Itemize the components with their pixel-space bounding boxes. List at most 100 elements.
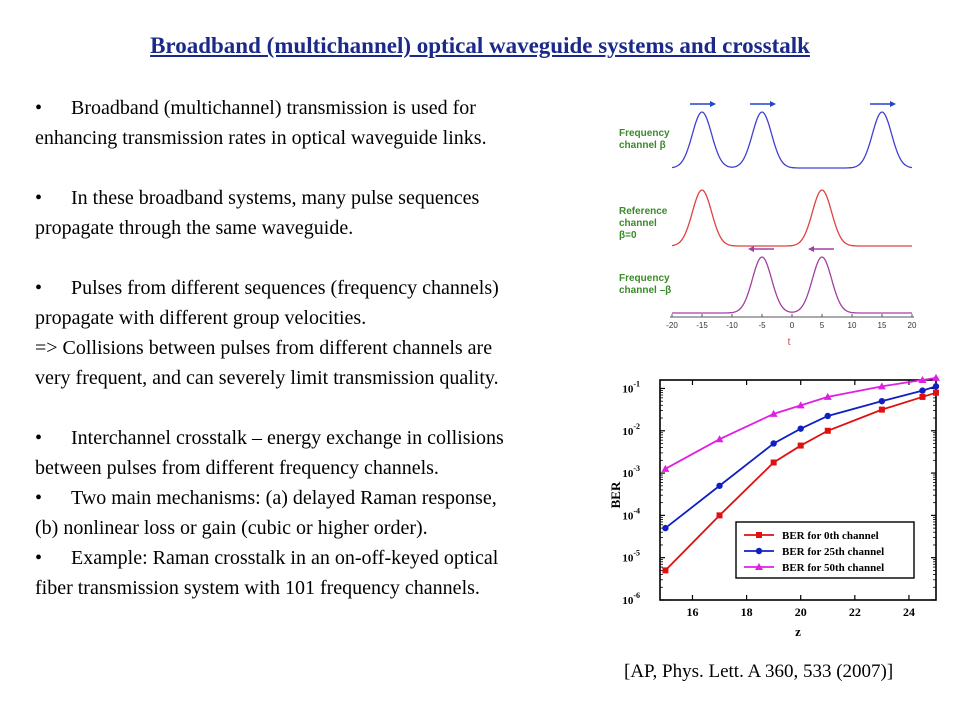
- panel-label: channel –β: [619, 285, 671, 296]
- body-text: • Broadband (multichannel) transmission i…: [35, 93, 605, 603]
- y-tick-exponent: -5: [633, 549, 640, 558]
- text-line: => Collisions between pulses from differ…: [35, 333, 605, 363]
- circle-marker: [662, 524, 669, 532]
- legend-label: BER for 25th channel: [782, 546, 884, 558]
- series-line: [664, 376, 937, 470]
- y-tick-base: 10: [622, 510, 634, 522]
- text-line: (b) nonlinear loss or gain (cubic or hig…: [35, 513, 605, 543]
- x-tick-label: 24: [903, 605, 915, 619]
- text-line: between pulses from different frequency …: [35, 453, 605, 483]
- pulse-curve: [671, 111, 913, 169]
- text-line: very frequent, and can severely limit tr…: [35, 363, 605, 393]
- circle-marker: [919, 387, 926, 394]
- circle-marker: [932, 383, 940, 390]
- pulse-curve: [671, 189, 912, 247]
- line-text: Two main mechanisms: (a) delayed Raman r…: [71, 487, 497, 509]
- y-tick-base: 10: [622, 383, 634, 395]
- bullet-icon: •: [35, 97, 43, 119]
- triangle-marker: [918, 376, 927, 383]
- time-tick-label: 0: [790, 321, 795, 330]
- text-line: fiber transmission system with 101 frequ…: [35, 573, 605, 603]
- series-0: [662, 389, 939, 574]
- square-marker: [770, 459, 777, 466]
- time-tick-label: -5: [758, 321, 766, 330]
- bullet-line: • Two main mechanisms: (a) delayed Raman …: [35, 483, 605, 513]
- y-tick-base: 10: [622, 553, 634, 565]
- x-axis-label: z: [795, 624, 801, 639]
- bullet-line: • In these broadband systems, many pulse …: [35, 183, 605, 213]
- y-tick-exponent: -6: [633, 591, 640, 600]
- square-marker: [919, 393, 926, 400]
- circle-marker: [797, 425, 804, 432]
- bullet-icon: •: [35, 187, 43, 209]
- arrow-head-icon: [748, 246, 754, 252]
- x-tick-label: 18: [741, 605, 753, 619]
- legend-box: [735, 521, 915, 579]
- panel-label: β=0: [619, 230, 637, 241]
- line-text: (b) nonlinear loss or gain (cubic or hig…: [35, 517, 428, 539]
- square-marker: [824, 427, 831, 434]
- slide-title: Broadband (multichannel) optical wavegui…: [150, 33, 810, 58]
- panel-label: channel β: [619, 140, 666, 151]
- bullet-icon: •: [35, 277, 43, 299]
- time-tick-label: -20: [666, 321, 678, 330]
- square-marker: [797, 442, 804, 449]
- arrow-head-icon: [808, 246, 814, 252]
- legend-label: BER for 0th channel: [782, 530, 879, 542]
- line-text: Interchannel crosstalk – energy exchange…: [71, 427, 504, 449]
- paragraph-gap: [35, 153, 605, 183]
- bullet-line: • Pulses from different sequences (freque…: [35, 273, 605, 303]
- time-tick-label: -10: [726, 321, 738, 330]
- triangle-marker: [823, 392, 832, 400]
- paragraph-gap: [35, 393, 605, 423]
- bullet-icon: •: [35, 487, 43, 509]
- bullet-line: • Broadband (multichannel) transmission i…: [35, 93, 605, 123]
- pulse-curve: [672, 256, 912, 314]
- bullet-line: • Interchannel crosstalk – energy exchang…: [35, 423, 605, 453]
- panel-label: channel: [619, 218, 657, 229]
- line-text: Example: Raman crosstalk in an on-off-ke…: [71, 547, 499, 569]
- bullet-line: • Example: Raman crosstalk in an on-off-k…: [35, 543, 605, 573]
- text-line: enhancing transmission rates in optical …: [35, 123, 605, 153]
- x-tick-label: 22: [849, 605, 861, 619]
- triangle-marker: [769, 409, 778, 417]
- time-axis-label: t: [788, 337, 791, 348]
- ber-chart: 16 18 20 22 24z10-110-210-310-410-510-6BERBE…: [608, 373, 940, 639]
- series-2: [661, 373, 940, 472]
- line-text: between pulses from different frequency …: [35, 457, 439, 479]
- series-1: [662, 383, 940, 532]
- y-tick-exponent: -4: [633, 506, 640, 515]
- circle-marker: [716, 482, 723, 489]
- time-tick-label: 5: [820, 321, 825, 330]
- square-marker: [878, 406, 885, 413]
- time-tick-label: 15: [878, 321, 887, 330]
- panel-label: Frequency: [619, 273, 670, 284]
- line-text: enhancing transmission rates in optical …: [35, 127, 487, 149]
- arrow-head-icon: [770, 101, 776, 107]
- y-tick-exponent: -1: [633, 379, 640, 388]
- x-tick-label: 20: [795, 605, 807, 619]
- legend-label: BER for 50th channel: [782, 562, 884, 574]
- y-tick-label: 10-6: [622, 591, 640, 607]
- time-tick-label: 20: [908, 321, 917, 330]
- line-text: In these broadband systems, many pulse s…: [71, 187, 480, 209]
- circle-marker: [878, 397, 886, 405]
- y-tick-base: 10: [622, 468, 634, 480]
- citation: [AP, Phys. Lett. A 360, 533 (2007)]: [624, 661, 894, 682]
- arrow-head-icon: [890, 101, 896, 107]
- triangle-marker: [661, 464, 670, 472]
- line-text: propagate with different group velocitie…: [35, 307, 367, 329]
- y-tick-label: 10-1: [622, 379, 640, 395]
- triangle-marker: [877, 382, 886, 390]
- panel-label: Reference: [619, 206, 668, 217]
- triangle-marker: [932, 373, 940, 381]
- triangle-marker: [715, 435, 724, 443]
- x-tick-label: 16: [686, 605, 698, 619]
- y-tick-label: 10-5: [622, 549, 640, 565]
- circle-marker: [755, 547, 763, 555]
- bullet-icon: •: [35, 427, 43, 449]
- line-text: very frequent, and can severely limit tr…: [35, 367, 499, 389]
- y-tick-label: 10-2: [622, 422, 640, 438]
- y-tick-base: 10: [622, 595, 634, 607]
